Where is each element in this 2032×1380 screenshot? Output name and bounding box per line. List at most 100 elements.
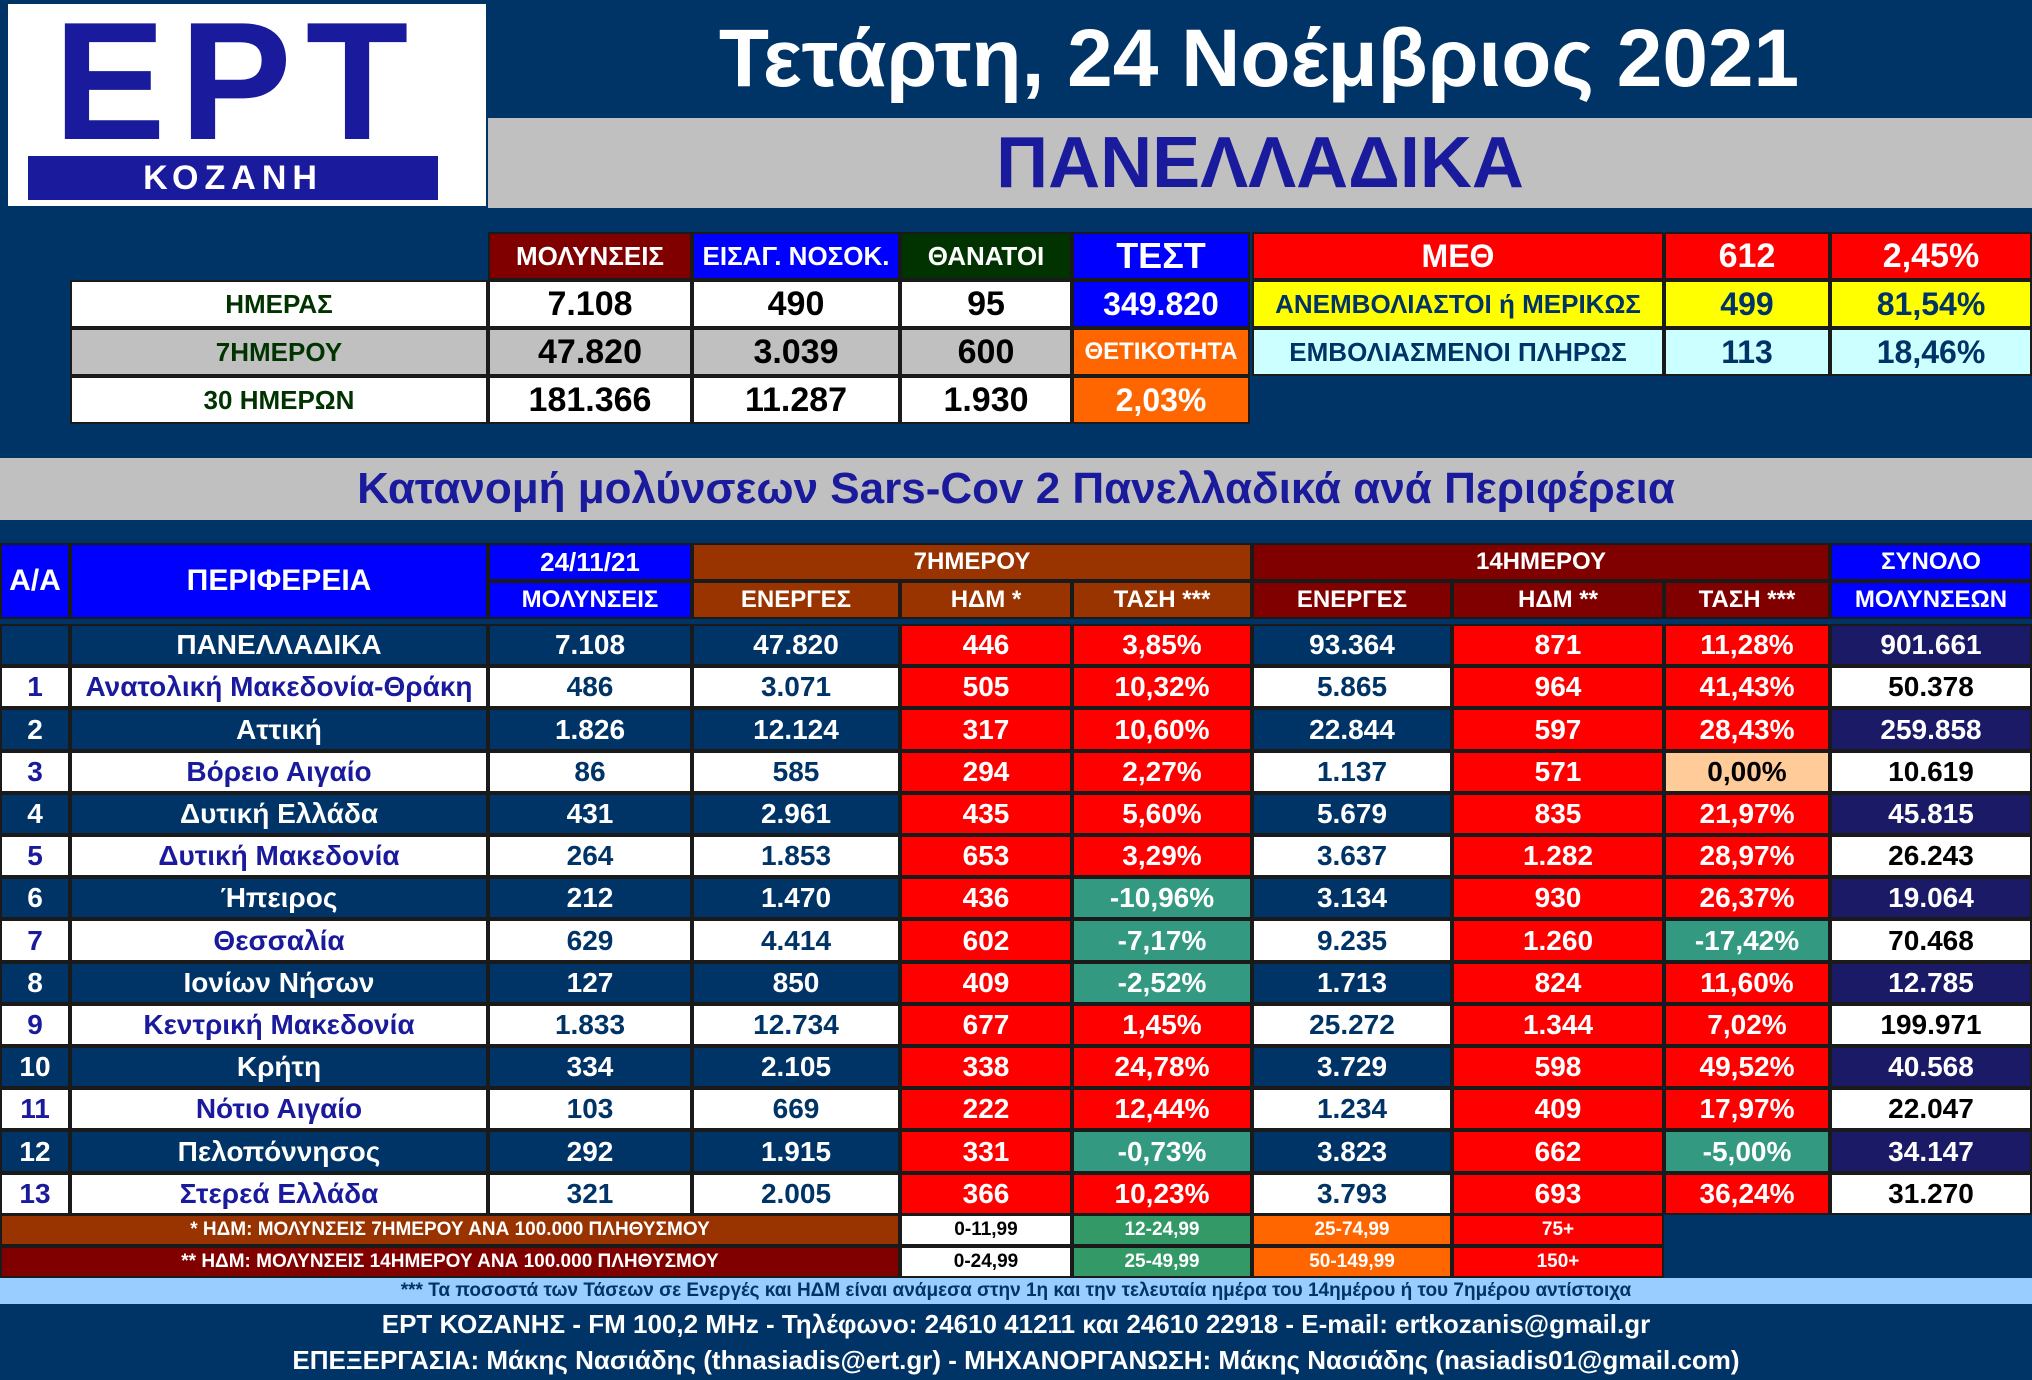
row-active-14day: 3.637 bbox=[1252, 835, 1452, 877]
legend-range: 0-24,99 bbox=[900, 1246, 1072, 1278]
row-cases: 103 bbox=[488, 1088, 692, 1130]
row-trend-14day: 0,00% bbox=[1664, 751, 1830, 793]
icu-label: ΜΕΘ bbox=[1252, 232, 1664, 280]
row-cases: 1.833 bbox=[488, 1004, 692, 1046]
row-region-name: Ανατολική Μακεδονία-Θράκη bbox=[70, 666, 488, 708]
icu-row-pct: 81,54% bbox=[1830, 280, 2032, 328]
header-7day: 7ΗΜΕΡΟΥ bbox=[692, 543, 1252, 581]
row-trend-14day: 26,37% bbox=[1664, 877, 1830, 919]
icu-row-label: ΕΜΒΟΛΙΑΣΜΕΝΟΙ ΠΛΗΡΩΣ bbox=[1252, 328, 1664, 376]
row-trend-14day: -5,00% bbox=[1664, 1130, 1830, 1173]
row-trend-7day: -2,52% bbox=[1072, 962, 1252, 1004]
header-date: 24/11/21 bbox=[488, 543, 692, 581]
row-active-7day: 1.470 bbox=[692, 877, 900, 919]
row-trend-7day: 2,27% bbox=[1072, 751, 1252, 793]
summary-row-label: 30 ΗΜΕΡΩΝ bbox=[70, 376, 488, 424]
row-region-name: Δυτική Μακεδονία bbox=[70, 835, 488, 877]
positivity-label: ΘΕΤΙΚΟΤΗΤΑ bbox=[1072, 328, 1250, 376]
row-hdm-14day: 930 bbox=[1452, 877, 1664, 919]
legend-range: 12-24,99 bbox=[1072, 1214, 1252, 1246]
row-hdm-14day: 662 bbox=[1452, 1130, 1664, 1173]
row-region-name: Ήπειρος bbox=[70, 877, 488, 919]
row-total: 40.568 bbox=[1830, 1046, 2032, 1088]
icu-row-label: ΑΝΕΜΒΟΛΙΑΣΤΟΙ ή ΜΕΡΙΚΩΣ bbox=[1252, 280, 1664, 328]
row-active-7day: 585 bbox=[692, 751, 900, 793]
row-trend-7day: 3,85% bbox=[1072, 624, 1252, 666]
row-trend-14day: -17,42% bbox=[1664, 919, 1830, 962]
distribution-title: Κατανομή μολύνσεων Sars-Cov 2 Πανελλαδικ… bbox=[0, 458, 2032, 520]
row-cases: 334 bbox=[488, 1046, 692, 1088]
row-region-name: Βόρειο Αιγαίο bbox=[70, 751, 488, 793]
row-total: 19.064 bbox=[1830, 877, 2032, 919]
row-total: 901.661 bbox=[1830, 624, 2032, 666]
row-total: 12.785 bbox=[1830, 962, 2032, 1004]
summary-value: 490 bbox=[692, 280, 900, 328]
row-aa: 12 bbox=[0, 1130, 70, 1173]
summary-value: 47.820 bbox=[488, 328, 692, 376]
row-region-name: ΠΑΝΕΛΛΑΔΙΚΑ bbox=[70, 624, 488, 666]
row-hdm-14day: 1.260 bbox=[1452, 919, 1664, 962]
row-region-name: Κεντρική Μακεδονία bbox=[70, 1004, 488, 1046]
row-cases: 292 bbox=[488, 1130, 692, 1173]
row-active-7day: 850 bbox=[692, 962, 900, 1004]
legend-range: 50-149,99 bbox=[1252, 1246, 1452, 1278]
footer-contact: ΕΡΤ ΚΟΖΑΝΗΣ - FM 100,2 MHz - Τηλέφωνο: 2… bbox=[381, 1308, 1651, 1339]
row-hdm-7day: 222 bbox=[900, 1088, 1072, 1130]
legend-label: * ΗΔΜ: ΜΟΛΥΝΣΕΙΣ 7ΗΜΕΡΟΥ ΑΝΑ 100.000 ΠΛΗ… bbox=[0, 1214, 900, 1246]
row-aa: 3 bbox=[0, 751, 70, 793]
header-cases: ΜΟΛΥΝΣΕΙΣ bbox=[488, 581, 692, 619]
row-trend-7day: 10,32% bbox=[1072, 666, 1252, 708]
row-active-14day: 5.865 bbox=[1252, 666, 1452, 708]
row-hdm-7day: 446 bbox=[900, 624, 1072, 666]
row-cases: 431 bbox=[488, 793, 692, 835]
logo-text: ΕΡΤ bbox=[53, 6, 423, 156]
row-cases: 127 bbox=[488, 962, 692, 1004]
row-total: 50.378 bbox=[1830, 666, 2032, 708]
row-trend-14day: 41,43% bbox=[1664, 666, 1830, 708]
summary-header: ΘΑΝΑΤΟΙ bbox=[900, 232, 1072, 280]
row-cases: 7.108 bbox=[488, 624, 692, 666]
row-active-14day: 1.234 bbox=[1252, 1088, 1452, 1130]
row-trend-14day: 11,60% bbox=[1664, 962, 1830, 1004]
row-hdm-14day: 835 bbox=[1452, 793, 1664, 835]
row-cases: 486 bbox=[488, 666, 692, 708]
row-hdm-14day: 1.344 bbox=[1452, 1004, 1664, 1046]
summary-row-label: ΗΜΕΡΑΣ bbox=[70, 280, 488, 328]
row-hdm-14day: 693 bbox=[1452, 1173, 1664, 1215]
page-date: Τετάρτη, 24 Νοέμβριος 2021 bbox=[718, 13, 1800, 104]
row-active-7day: 2.961 bbox=[692, 793, 900, 835]
logo-subtitle: ΚΟΖΑΝΗ bbox=[28, 156, 438, 200]
row-aa: 13 bbox=[0, 1173, 70, 1215]
row-region-name: Θεσσαλία bbox=[70, 919, 488, 962]
row-total: 26.243 bbox=[1830, 835, 2032, 877]
row-active-7day: 1.915 bbox=[692, 1130, 900, 1173]
row-region-name: Ιονίων Νήσων bbox=[70, 962, 488, 1004]
icu-row-count: 113 bbox=[1664, 328, 1830, 376]
header-14day-sub: ΕΝΕΡΓΕΣ bbox=[1252, 581, 1452, 619]
row-trend-7day: 3,29% bbox=[1072, 835, 1252, 877]
row-trend-7day: 5,60% bbox=[1072, 793, 1252, 835]
row-active-14day: 1.713 bbox=[1252, 962, 1452, 1004]
row-hdm-7day: 331 bbox=[900, 1130, 1072, 1173]
row-hdm-7day: 366 bbox=[900, 1173, 1072, 1215]
header-14day-sub: ΤΑΣΗ *** bbox=[1664, 581, 1830, 619]
row-hdm-7day: 505 bbox=[900, 666, 1072, 708]
row-trend-7day: -7,17% bbox=[1072, 919, 1252, 962]
header-region: ΠΕΡΙΦΕΡΕΙΑ bbox=[70, 543, 488, 619]
summary-header: ΕΙΣΑΓ. ΝΟΣΟΚ. bbox=[692, 232, 900, 280]
header-total-sub: ΜΟΛΥΝΣΕΩΝ bbox=[1830, 581, 2032, 619]
row-active-7day: 2.105 bbox=[692, 1046, 900, 1088]
legend-range: 0-11,99 bbox=[900, 1214, 1072, 1246]
row-trend-7day: -0,73% bbox=[1072, 1130, 1252, 1173]
row-region-name: Κρήτη bbox=[70, 1046, 488, 1088]
header-7day-sub: ΗΔΜ * bbox=[900, 581, 1072, 619]
row-total: 259.858 bbox=[1830, 708, 2032, 751]
summary-row-label: 7ΗΜΕΡΟΥ bbox=[70, 328, 488, 376]
row-trend-7day: 10,23% bbox=[1072, 1173, 1252, 1215]
page-title: ΠΑΝΕΛΛΑΔΙΚΑ bbox=[488, 118, 2032, 208]
row-aa: 8 bbox=[0, 962, 70, 1004]
row-hdm-14day: 597 bbox=[1452, 708, 1664, 751]
row-aa: 6 bbox=[0, 877, 70, 919]
row-cases: 1.826 bbox=[488, 708, 692, 751]
row-active-7day: 12.734 bbox=[692, 1004, 900, 1046]
